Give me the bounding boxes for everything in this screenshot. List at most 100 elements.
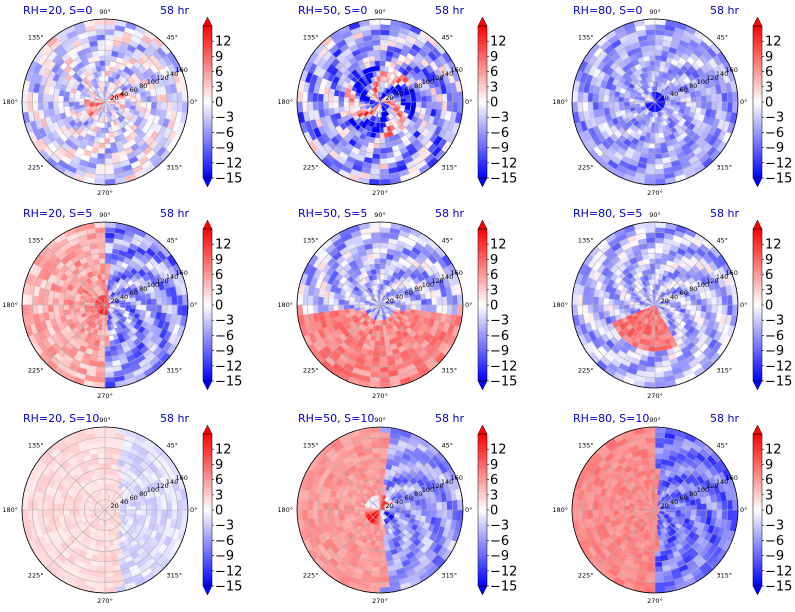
colorbar-segment (478, 81, 487, 85)
field-cell (96, 158, 106, 165)
field-cell (377, 117, 381, 123)
colorbar-tick-label: −3 (490, 111, 509, 126)
colorbar-segment (478, 254, 487, 258)
colorbar-segment (478, 134, 487, 138)
colorbar-segment (753, 33, 762, 37)
field-cell (372, 153, 381, 160)
colorbar-segment (203, 251, 212, 255)
colorbar-segment (753, 170, 762, 174)
colorbar-segment (753, 172, 762, 176)
field-cell (410, 304, 417, 310)
field-cell (647, 247, 656, 254)
field-cell (372, 356, 381, 363)
colorbar-segment (203, 335, 212, 339)
field-cell (371, 158, 381, 165)
colorbar-segment (478, 272, 487, 275)
colorbar-segment (478, 160, 487, 164)
colorbar-segment (203, 317, 212, 321)
field-cell (420, 95, 427, 103)
colorbar-segment (203, 345, 212, 349)
field-cell (587, 101, 594, 112)
field-cell (104, 345, 112, 352)
colorbar-segment (478, 61, 487, 65)
field-cell (654, 55, 662, 62)
colorbar-segment (203, 236, 212, 240)
colorbar-segment (203, 246, 212, 250)
field-cell (648, 148, 656, 155)
field-cell (104, 65, 110, 72)
field-cell (100, 330, 106, 337)
field-cell (654, 70, 660, 77)
field-cell (608, 304, 615, 312)
colorbar-segment (478, 91, 487, 95)
colorbar-segment (203, 277, 212, 280)
colorbar-segment (753, 89, 762, 93)
colorbar-segment (478, 107, 487, 110)
field-cell (721, 101, 728, 112)
field-cell (307, 295, 314, 306)
field-cell (42, 304, 49, 314)
field-cell (654, 137, 661, 144)
field-cell (379, 263, 386, 270)
colorbar-segment (478, 335, 487, 339)
field-cell (99, 340, 106, 347)
colorbar-tick-label: 9 (490, 253, 498, 268)
field-cell (645, 29, 656, 36)
radial-tick-label: 60 (680, 86, 688, 94)
colorbar-segment (203, 69, 212, 72)
field-cell (151, 95, 158, 103)
field-cell (597, 101, 604, 110)
field-cell (145, 304, 152, 312)
colorbar-extend-min (752, 177, 763, 188)
field-cell (652, 320, 656, 326)
colorbar-segment (203, 114, 212, 118)
field-cell (379, 252, 387, 259)
colorbar-segment (203, 299, 212, 303)
colorbar-tick-label: −6 (215, 329, 234, 344)
colorbar-segment (203, 348, 212, 351)
colorbar-segment (203, 325, 212, 329)
field-cell (628, 98, 635, 103)
field-cell (104, 49, 112, 56)
colorbar-segment (753, 41, 762, 45)
field-cell (608, 298, 615, 306)
field-cell (104, 142, 112, 149)
colorbar-segment (478, 64, 487, 67)
colorbar-segment (753, 155, 762, 159)
field-cell (317, 296, 324, 306)
field-cell (171, 101, 178, 112)
field-cell (95, 34, 106, 41)
field-cell (650, 330, 656, 337)
field-cell (130, 304, 137, 310)
field-cell (322, 304, 329, 313)
field-cell (379, 148, 387, 155)
field-cell (370, 366, 381, 373)
colorbar-segment (203, 86, 212, 90)
field-cell (654, 242, 664, 249)
colorbar-segment (753, 150, 762, 153)
panel-title: RH=20, S=0 (23, 4, 92, 17)
field-cell (68, 300, 75, 306)
angular-tick-label: 270° (97, 392, 113, 400)
colorbar-segment (478, 51, 487, 55)
colorbar-segment (203, 48, 212, 52)
field-cell (654, 273, 660, 280)
field-cell (104, 258, 112, 265)
colorbar-segment (478, 358, 487, 362)
colorbar-segment (203, 256, 212, 260)
colorbar-segment (753, 74, 762, 77)
colorbar-segment (203, 160, 212, 164)
field-cell (375, 132, 381, 139)
field-cell (52, 304, 59, 312)
colorbar-tick-label: 9 (215, 50, 223, 65)
colorbar-segment (478, 287, 487, 291)
angular-tick-label: 270° (97, 189, 113, 197)
colorbar-segment (478, 28, 487, 32)
radial-tick-label: 160 (450, 269, 462, 277)
colorbar-tick-label: −9 (765, 141, 784, 156)
field-cell (649, 263, 656, 270)
field-cell (701, 95, 708, 103)
field-cell (98, 49, 106, 56)
colorbar-segment (203, 368, 212, 372)
